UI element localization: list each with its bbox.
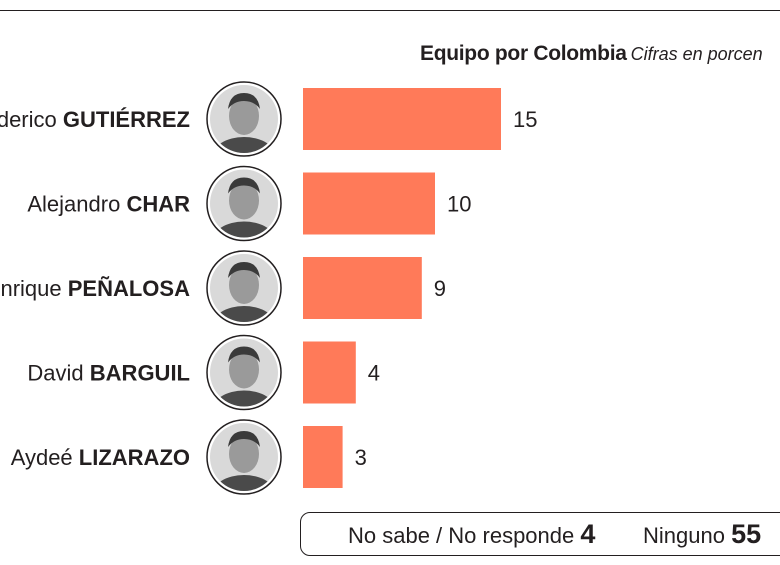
units-subtitle: Cifras en porcen bbox=[630, 44, 763, 64]
avatar-hair bbox=[228, 262, 260, 278]
avatar-shoulders bbox=[212, 390, 276, 407]
avatar-head bbox=[229, 435, 259, 473]
avatar-shoulders bbox=[212, 221, 276, 238]
no-sabe-label: No sabe / No responde bbox=[348, 523, 575, 548]
chart-rows: Federico GUTIÉRREZ 15 Alejandro CHAR 10 Enri… bbox=[0, 81, 537, 495]
bar-value-label: 15 bbox=[513, 107, 537, 132]
candidate-name-label: Aydeé LIZARAZO bbox=[11, 445, 190, 470]
ninguno-label: Ninguno bbox=[643, 523, 725, 548]
avatar-hair bbox=[228, 177, 260, 194]
avatar-hair bbox=[228, 93, 260, 109]
avatar-hair bbox=[228, 346, 260, 363]
avatar-photo bbox=[210, 338, 278, 407]
candidate-first-name: David bbox=[27, 361, 89, 386]
candidate-first-name: Alejandro bbox=[27, 192, 126, 217]
candidate-last-name: BARGUIL bbox=[90, 361, 190, 386]
avatar-photo bbox=[210, 169, 278, 238]
bar-value-label: 4 bbox=[368, 361, 380, 386]
avatar-head bbox=[229, 97, 259, 135]
bar bbox=[303, 88, 501, 150]
bar-value-label: 10 bbox=[447, 192, 471, 217]
candidate-first-name: Aydeé bbox=[11, 445, 79, 470]
candidate-last-name: LIZARAZO bbox=[79, 445, 190, 470]
candidate-avatar bbox=[206, 165, 282, 242]
candidate-name-label: Federico GUTIÉRREZ bbox=[0, 107, 190, 132]
avatar-shoulders bbox=[212, 137, 276, 153]
avatar-photo bbox=[210, 423, 278, 491]
bar-value-label: 3 bbox=[355, 445, 367, 470]
candidate-name-label: Alejandro CHAR bbox=[27, 192, 190, 217]
ninguno-summary: Ninguno 55 bbox=[643, 519, 761, 551]
candidate-last-name: CHAR bbox=[126, 192, 190, 217]
avatar-photo bbox=[210, 254, 278, 322]
bar bbox=[303, 257, 422, 319]
candidate-first-name: Federico bbox=[0, 107, 63, 132]
avatar-head bbox=[229, 181, 259, 220]
avatar-hair bbox=[228, 431, 260, 447]
bar bbox=[303, 172, 435, 235]
footer-box bbox=[300, 512, 780, 556]
group-title: Equipo por Colombia bbox=[420, 42, 627, 65]
candidate-last-name: PEÑALOSA bbox=[68, 276, 190, 301]
bar bbox=[303, 341, 356, 404]
avatar-head bbox=[229, 350, 259, 389]
avatar-photo bbox=[210, 85, 278, 153]
no-sabe-summary: No sabe / No responde 4 bbox=[348, 519, 595, 551]
bar-value-label: 9 bbox=[434, 276, 446, 301]
candidate-avatar bbox=[206, 419, 282, 495]
candidate-avatar bbox=[206, 334, 282, 411]
ninguno-value: 55 bbox=[731, 519, 762, 549]
candidate-last-name: GUTIÉRREZ bbox=[63, 107, 190, 132]
avatar-shoulders bbox=[212, 306, 276, 322]
no-sabe-value: 4 bbox=[580, 519, 596, 549]
candidate-avatar bbox=[206, 250, 282, 326]
candidate-name-label: David BARGUIL bbox=[27, 361, 190, 386]
bar bbox=[303, 426, 343, 488]
top-rule bbox=[0, 10, 780, 11]
avatar-shoulders bbox=[212, 475, 276, 491]
chart-heading: Equipo por Colombia Cifras en porcen bbox=[420, 42, 763, 66]
candidate-avatar bbox=[206, 81, 282, 157]
avatar-head bbox=[229, 266, 259, 304]
candidate-first-name: Enrique bbox=[0, 276, 68, 301]
candidate-name-label: Enrique PEÑALOSA bbox=[0, 276, 190, 301]
